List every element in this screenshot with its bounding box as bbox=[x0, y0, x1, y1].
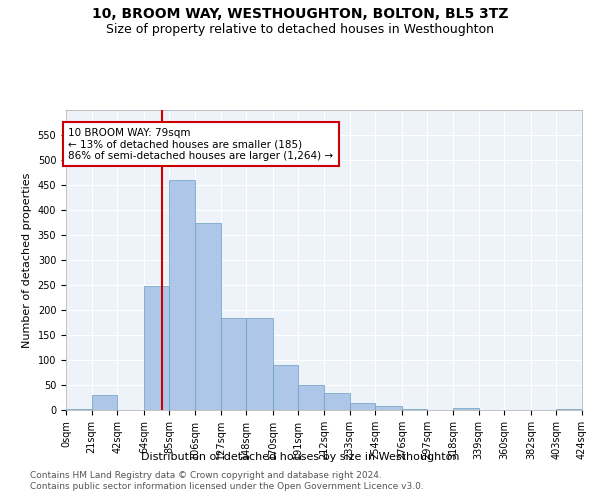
Text: Size of property relative to detached houses in Westhoughton: Size of property relative to detached ho… bbox=[106, 22, 494, 36]
Bar bbox=[195, 222, 221, 410]
Bar bbox=[453, 408, 479, 410]
Text: Contains HM Land Registry data © Crown copyright and database right 2024.: Contains HM Land Registry data © Crown c… bbox=[30, 471, 382, 480]
Bar bbox=[350, 402, 375, 410]
Bar bbox=[66, 409, 92, 410]
Bar bbox=[221, 318, 246, 410]
Text: 10 BROOM WAY: 79sqm
← 13% of detached houses are smaller (185)
86% of semi-detac: 10 BROOM WAY: 79sqm ← 13% of detached ho… bbox=[68, 128, 334, 160]
Y-axis label: Number of detached properties: Number of detached properties bbox=[22, 172, 32, 348]
Bar bbox=[144, 286, 169, 410]
Bar bbox=[298, 385, 324, 410]
Bar bbox=[169, 180, 195, 410]
Bar bbox=[402, 408, 427, 410]
Bar bbox=[556, 409, 582, 410]
Text: 10, BROOM WAY, WESTHOUGHTON, BOLTON, BL5 3TZ: 10, BROOM WAY, WESTHOUGHTON, BOLTON, BL5… bbox=[92, 8, 508, 22]
Bar bbox=[375, 406, 402, 410]
Text: Distribution of detached houses by size in Westhoughton: Distribution of detached houses by size … bbox=[141, 452, 459, 462]
Bar bbox=[246, 318, 273, 410]
Text: Contains public sector information licensed under the Open Government Licence v3: Contains public sector information licen… bbox=[30, 482, 424, 491]
Bar bbox=[92, 395, 117, 410]
Bar bbox=[324, 392, 350, 410]
Bar bbox=[273, 365, 298, 410]
